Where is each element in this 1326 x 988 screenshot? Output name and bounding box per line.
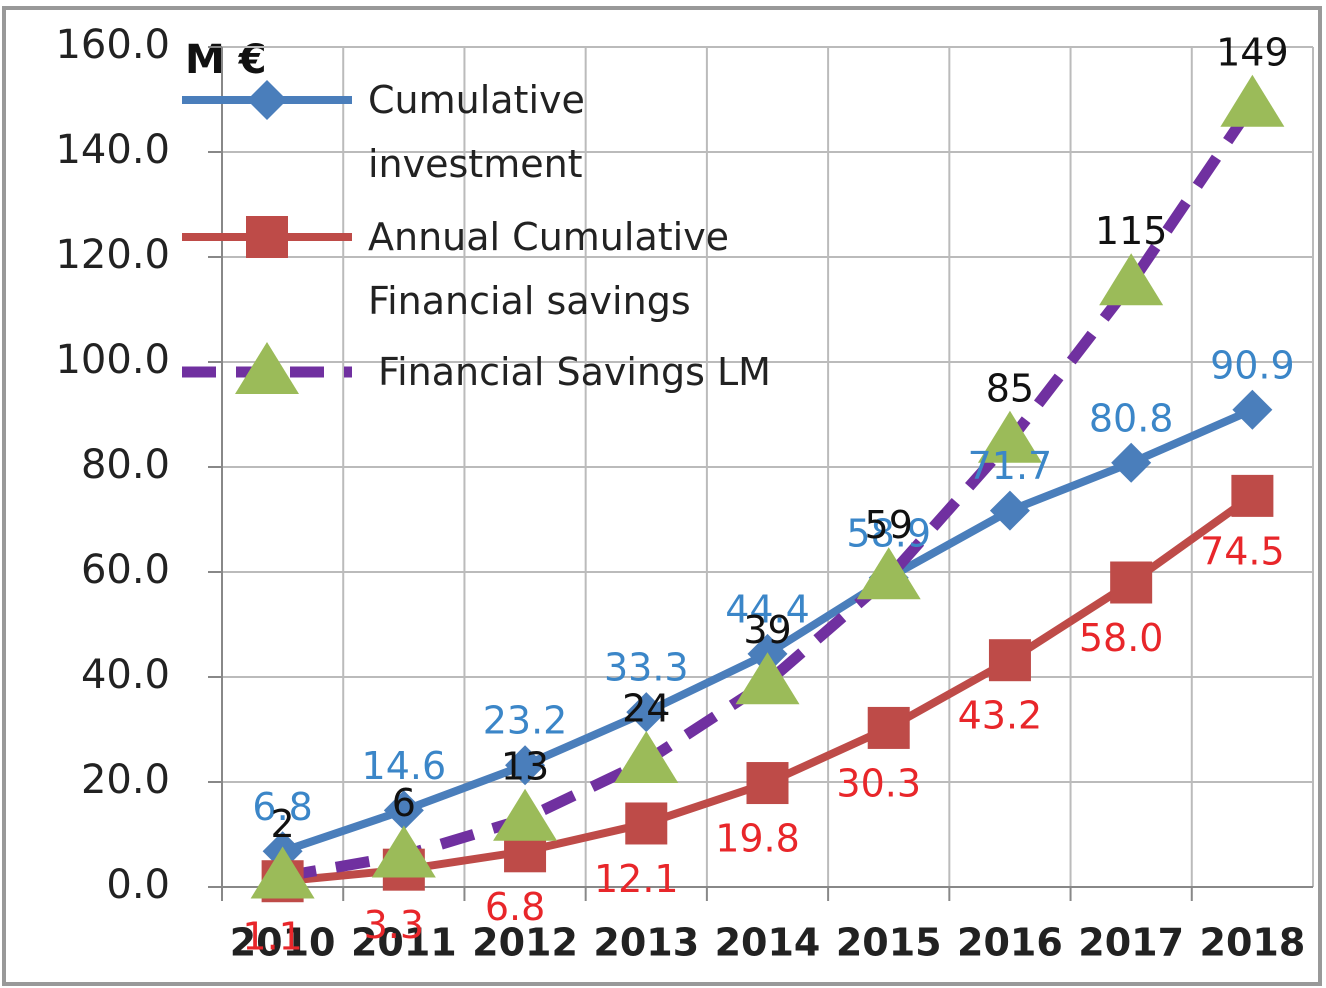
data-label: 71.7: [968, 444, 1053, 488]
data-point: [1220, 74, 1285, 127]
x-tick-label: 2015: [836, 921, 942, 965]
data-point: [735, 652, 800, 705]
y-tick-label: 100.0: [55, 337, 170, 383]
data-point: [867, 706, 910, 749]
data-label: 44.4: [725, 587, 810, 631]
data-point: [626, 692, 667, 733]
data-label: 115: [1095, 209, 1168, 253]
y-tick-label: 120.0: [55, 232, 170, 278]
data-point: [989, 490, 1030, 531]
data-point: [1099, 253, 1164, 306]
data-point: [250, 846, 315, 899]
data-label: 30.3: [836, 761, 921, 805]
legend-label: Financial Savings LM: [378, 350, 771, 394]
data-point: [1231, 474, 1274, 517]
data-label: 6.8: [485, 885, 545, 929]
unit-label: M €: [185, 37, 267, 83]
x-tick-label: 2014: [715, 921, 821, 965]
data-label: 39: [743, 608, 791, 652]
data-point: [1232, 389, 1273, 430]
y-tick-label: 40.0: [81, 652, 170, 698]
data-label: 74.5: [1200, 529, 1285, 573]
data-label: 59: [865, 503, 913, 547]
data-point: [1110, 561, 1153, 604]
data-label: 13: [501, 744, 549, 788]
series-line: [281, 101, 1257, 882]
data-label: 90.9: [1210, 343, 1295, 387]
y-tick-label: 0.0: [106, 862, 170, 908]
data-label: 2: [271, 802, 295, 846]
data-point: [746, 762, 789, 805]
data-point: [988, 639, 1031, 682]
data-label: 12.1: [594, 857, 679, 901]
data-label: 6.8: [252, 785, 312, 829]
data-label: 3.3: [364, 903, 424, 947]
x-tick-label: 2018: [1200, 921, 1306, 965]
legend-marker: [247, 80, 287, 120]
data-label: 80.8: [1089, 396, 1174, 440]
data-label: 6: [392, 781, 416, 825]
data-point: [856, 547, 921, 600]
data-label: 14.6: [362, 744, 447, 788]
x-tick-label: 2012: [472, 921, 578, 965]
data-label: 24: [622, 687, 670, 731]
frame: [2, 6, 1322, 986]
y-tick-label: 80.0: [81, 442, 170, 488]
data-label: 23.2: [483, 699, 568, 743]
legend-label: Annual Cumulative Financial savings: [368, 215, 730, 323]
data-point: [625, 802, 668, 845]
x-tick-label: 2013: [593, 921, 699, 965]
x-tick-label: 2017: [1078, 921, 1184, 965]
data-label: 19.8: [715, 817, 800, 861]
data-point: [371, 825, 436, 878]
legend-label: Cumulative investment: [368, 78, 585, 186]
data-label: 43.2: [958, 694, 1043, 738]
legend-marker: [246, 216, 288, 258]
y-tick-label: 20.0: [81, 757, 170, 803]
y-tick-label: 60.0: [81, 547, 170, 593]
data-label: 1.1: [242, 915, 302, 959]
data-point: [1111, 442, 1152, 483]
y-tick-label: 140.0: [55, 127, 170, 173]
x-tick-label: 2016: [957, 921, 1063, 965]
data-point: [493, 788, 558, 841]
legend-marker: [235, 342, 299, 394]
data-point: [977, 410, 1042, 463]
y-tick-label: 160.0: [55, 22, 170, 68]
data-point: [614, 731, 679, 783]
data-point: [505, 745, 546, 786]
data-label: 58.0: [1079, 616, 1164, 660]
x-tick-label: 2011: [351, 921, 457, 965]
data-point: [383, 790, 424, 831]
data-label: 149: [1216, 30, 1289, 74]
data-label: 58.9: [846, 511, 931, 555]
x-tick-label: 2010: [230, 921, 336, 965]
data-label: 85: [986, 366, 1034, 410]
data-label: 33.3: [604, 646, 689, 690]
